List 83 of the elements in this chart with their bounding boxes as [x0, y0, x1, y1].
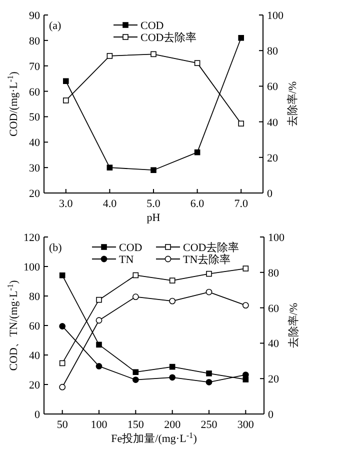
point — [169, 298, 176, 304]
y-tick-label: 70 — [29, 60, 40, 73]
y-tick-label: 60 — [29, 320, 40, 332]
point — [106, 53, 113, 59]
y2-tick-label: 100 — [268, 232, 285, 244]
point — [169, 278, 176, 284]
y-tick-label: 80 — [29, 291, 40, 303]
point — [206, 378, 212, 386]
annotation: (a) — [49, 20, 62, 32]
point — [206, 270, 212, 277]
y-tick-label: 60 — [29, 86, 40, 98]
x-axis-title: pH — [146, 212, 160, 224]
x-tick-label: 6.0 — [190, 198, 205, 210]
point — [194, 149, 200, 156]
point — [150, 167, 156, 174]
y2-tick-label: 20 — [268, 374, 280, 386]
point — [150, 51, 156, 58]
legend-label: COD去除率 — [183, 241, 240, 254]
x-tick-label: 100 — [90, 419, 108, 431]
legend-label: COD去除率 — [140, 31, 197, 44]
x-axis-title: Fe投加量/(mg·L$^{-1}$) — [111, 430, 198, 445]
point — [169, 364, 176, 370]
y-tick-label: 40 — [29, 137, 40, 150]
x-tick-label: 4.0 — [102, 198, 118, 210]
y2-tick-label: 0 — [267, 188, 273, 200]
annotation: (b) — [49, 242, 62, 254]
point — [96, 363, 102, 370]
point — [206, 370, 212, 376]
point — [59, 323, 66, 330]
legend-label: TN去除率 — [183, 253, 231, 266]
legend-label: TN — [119, 254, 134, 266]
point — [238, 120, 244, 126]
point — [59, 272, 66, 278]
legend-label: COD — [119, 242, 142, 254]
y2-tick-label: 60 — [267, 81, 278, 94]
point — [242, 302, 249, 309]
y2-axis-title: 去除率/% — [286, 81, 299, 127]
point — [132, 376, 139, 383]
y2-tick-label: 40 — [267, 116, 278, 129]
point — [96, 342, 102, 348]
y2-tick-label: 100 — [267, 10, 284, 22]
point — [63, 98, 69, 104]
y-tick-label: 40 — [29, 350, 40, 362]
y2-tick-label: 0 — [268, 409, 274, 421]
point — [132, 294, 139, 300]
x-tick-label: 300 — [237, 419, 254, 431]
y2-axis-title: 去除率/% — [287, 302, 300, 348]
y-tick-label: 100 — [24, 262, 40, 274]
y2-tick-label: 40 — [268, 338, 280, 350]
y2-tick-label: 80 — [267, 46, 278, 58]
y2-tick-label: 80 — [268, 267, 280, 280]
y-tick-label: 50 — [29, 112, 40, 124]
x-tick-label: 50 — [56, 419, 68, 431]
x-tick-label: 7.0 — [234, 198, 248, 210]
point — [238, 34, 244, 41]
point — [206, 288, 212, 296]
point — [59, 360, 66, 366]
legend-label: COD — [140, 20, 164, 32]
point — [132, 272, 139, 278]
point — [59, 384, 66, 390]
y2-tick-label: 20 — [267, 152, 278, 164]
point — [132, 369, 139, 376]
x-tick-label: 5.0 — [146, 198, 161, 210]
point — [63, 78, 69, 84]
x-tick-label: 3.0 — [59, 198, 74, 210]
y-tick-label: 30 — [29, 162, 40, 175]
y-tick-label: 0 — [34, 409, 40, 421]
point — [242, 372, 249, 378]
point — [106, 164, 113, 170]
y2-tick-label: 60 — [268, 302, 280, 315]
y-tick-label: 20 — [29, 188, 40, 200]
y-tick-label: 80 — [29, 35, 40, 48]
y-tick-label: 20 — [29, 380, 40, 392]
point — [96, 296, 102, 303]
x-tick-label: 250 — [200, 419, 218, 431]
y-tick-label: 90 — [29, 10, 40, 22]
point — [169, 374, 176, 381]
y-tick-label: 120 — [24, 232, 40, 244]
point — [96, 317, 102, 324]
point — [242, 266, 249, 272]
x-tick-label: 200 — [164, 419, 182, 431]
x-tick-label: 150 — [127, 419, 144, 431]
point — [194, 60, 200, 66]
